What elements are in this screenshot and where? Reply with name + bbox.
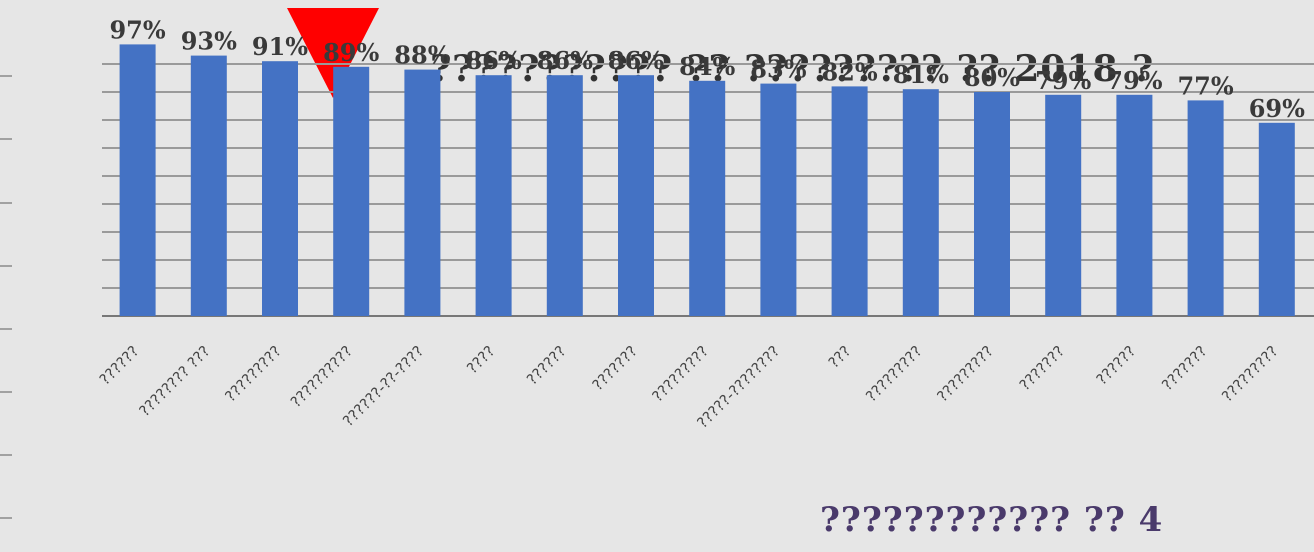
bar: [1258, 122, 1295, 316]
bar: [1187, 100, 1224, 317]
data-label: 97%: [109, 15, 165, 44]
data-label: 82%: [821, 57, 877, 86]
bar: [902, 89, 939, 316]
bar: [1116, 94, 1153, 316]
category-label: ???????: [589, 342, 641, 394]
category-label: ?????????: [862, 342, 925, 405]
data-label: 79%: [1106, 66, 1162, 95]
category-label: ??????: [96, 342, 143, 389]
bar: [760, 83, 797, 316]
category-label: ??????: [523, 342, 570, 389]
data-label: 83%: [750, 55, 806, 84]
bar: [404, 69, 441, 316]
data-label: 86%: [608, 46, 664, 75]
category-label: ???????? ???: [136, 342, 214, 420]
bar: [119, 44, 156, 317]
data-label: 93%: [181, 27, 237, 56]
data-label: 69%: [1249, 94, 1305, 123]
category-label: ??????: [1093, 342, 1140, 389]
footnote: ???????????? ?? 4: [820, 500, 1164, 540]
data-label: 81%: [893, 60, 949, 89]
category-label: ?????????: [221, 342, 284, 405]
category-label: ??????????: [287, 342, 356, 411]
bar: [190, 55, 227, 316]
category-label: ?????????: [649, 342, 712, 405]
data-label: 91%: [252, 32, 308, 61]
category-label: ?????????: [933, 342, 996, 405]
bar: [831, 86, 868, 317]
data-label: 80%: [964, 63, 1020, 92]
data-label: 89%: [323, 38, 379, 67]
data-label: 88%: [394, 41, 450, 70]
category-label: ???????: [1158, 342, 1210, 394]
category-label: ????: [463, 342, 498, 377]
data-label: 86%: [465, 46, 521, 75]
data-label: 77%: [1177, 71, 1233, 100]
data-label: 79%: [1035, 66, 1091, 95]
category-label: ???????: [1016, 342, 1068, 394]
data-label: 86%: [537, 46, 593, 75]
category-label: ???: [825, 342, 855, 372]
bar: [689, 80, 726, 316]
bar: [333, 66, 370, 316]
data-label: 84%: [679, 52, 735, 81]
bar: [618, 75, 654, 316]
category-label: ?????????: [1218, 342, 1281, 405]
bar: [262, 61, 298, 317]
bar: [475, 75, 512, 316]
bar: [546, 75, 583, 316]
bar: [974, 92, 1010, 316]
bar: [1045, 94, 1082, 316]
